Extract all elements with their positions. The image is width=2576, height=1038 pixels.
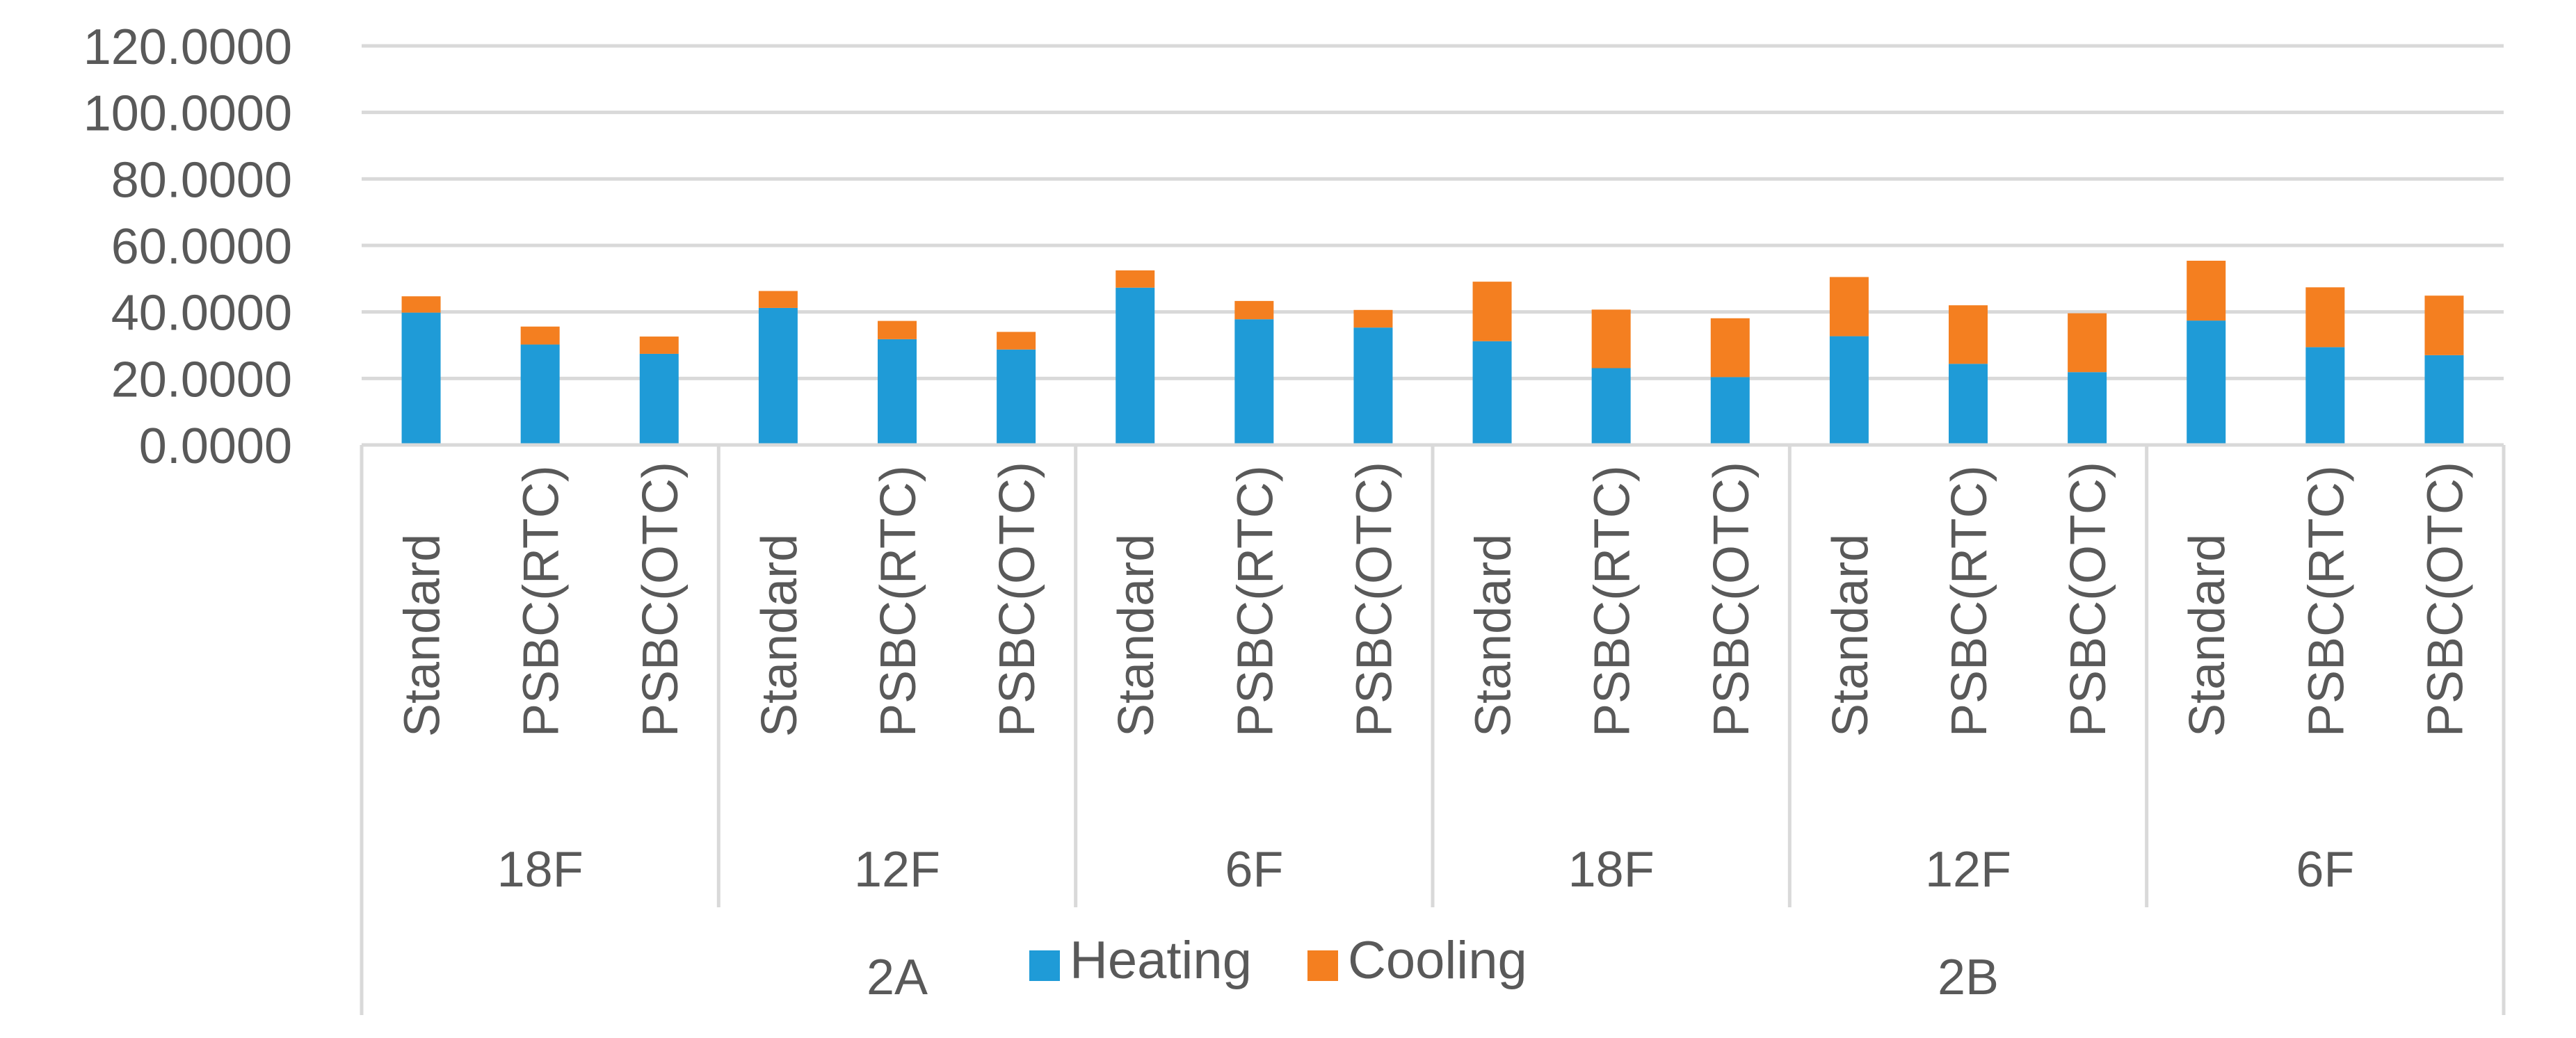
bar-heating [401,312,441,445]
bar-heating [1234,319,1274,445]
bar-cooling [639,336,679,354]
x-category-label: PSBC(OTC) [633,462,689,737]
group-label-floor: 12F [854,842,940,898]
bar-cooling [1234,300,1274,320]
bar-cooling [758,291,798,308]
x-category-label: Standard [2180,534,2235,737]
bar-cooling [401,296,441,313]
bar-cooling [1472,282,1512,341]
x-category-label: Standard [752,534,807,737]
bar-cooling [2305,287,2345,348]
bar-cooling [1949,305,1988,364]
x-category-label: PSBC(OTC) [2417,462,2473,737]
x-category-label: PSBC(RTC) [1227,465,1283,737]
x-category-label: Standard [395,534,451,737]
legend-swatch-cooling [1307,950,1338,981]
bar-cooling [1116,270,1155,288]
bar-cooling [878,321,917,339]
bar-heating [1710,377,1750,445]
group-label-zone: 2B [1938,950,1999,1005]
group-label-zone: 2A [867,950,928,1005]
bar-cooling [2187,261,2226,321]
bar-heating [1591,368,1631,445]
legend-label-heating: Heating [1070,931,1252,990]
bar-cooling [1829,277,1869,336]
group-label-floor: 6F [2296,842,2354,898]
legend-label-cooling: Cooling [1348,931,1527,990]
bar-heating [878,339,917,445]
bar-heating [639,353,679,445]
y-tick-label: 80.0000 [111,152,292,208]
x-category-label: PSBC(OTC) [990,462,1045,737]
x-category-label: PSBC(OTC) [1704,462,1760,737]
y-tick-label: 20.0000 [111,352,292,407]
bar-heating [2187,321,2226,445]
legend-swatch-heating [1029,950,1060,981]
x-category-label: Standard [1109,534,1164,737]
bar-heating [997,349,1036,445]
x-category-label: Standard [1823,534,1878,737]
x-category-label: PSBC(OTC) [1346,462,1402,737]
bar-cooling [520,326,560,345]
y-tick-label: 40.0000 [111,286,292,341]
bar-cooling [1353,309,1393,328]
group-label-floor: 18F [497,842,583,898]
bar-heating [1949,364,1988,445]
bar-cooling [2068,313,2107,373]
y-tick-label: 0.0000 [139,419,292,474]
bar-heating [1829,336,1869,445]
bar-heating [520,344,560,445]
bar-heating [1353,327,1393,445]
bar-heating [2068,372,2107,445]
bar-heating [1472,341,1512,445]
x-category-label: PSBC(RTC) [514,465,570,737]
y-tick-label: 100.0000 [83,86,292,142]
x-category-label: PSBC(RTC) [2299,465,2354,737]
bar-cooling [2424,295,2464,355]
bar-heating [2424,355,2464,445]
x-category-label: PSBC(OTC) [2061,462,2116,737]
x-category-label: PSBC(RTC) [1942,465,1997,737]
group-label-floor: 6F [1225,842,1283,898]
bar-heating [1116,287,1155,445]
group-label-floor: 18F [1568,842,1655,898]
y-tick-label: 120.0000 [83,19,292,75]
bar-heating [758,307,798,445]
bar-cooling [1710,318,1750,378]
x-category-label: PSBC(RTC) [1585,465,1641,737]
x-category-label: Standard [1466,534,1522,737]
x-category-label: PSBC(RTC) [871,465,926,737]
bar-cooling [1591,309,1631,368]
y-tick-label: 60.0000 [111,219,292,275]
group-label-floor: 12F [1925,842,2011,898]
bar-cooling [997,332,1036,350]
bar-heating [2305,347,2345,445]
